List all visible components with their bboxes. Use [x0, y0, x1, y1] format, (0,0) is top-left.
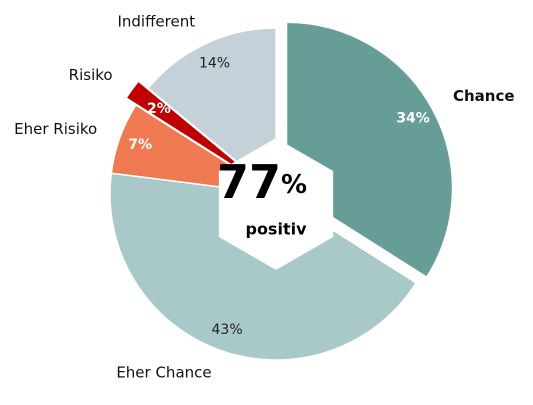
value-label: 14% [199, 55, 230, 71]
value-label: 2% [147, 101, 171, 117]
slice [109, 172, 418, 361]
category-label: Eher Risiko [14, 120, 97, 138]
center-value-group: 77% [217, 155, 307, 209]
value-label: 7% [128, 137, 152, 153]
slice [147, 27, 277, 196]
value-label: 43% [212, 322, 243, 338]
center-value: 77 [217, 155, 281, 209]
category-label: Chance [453, 87, 515, 105]
category-label: Risiko [69, 66, 113, 84]
center-label: positiv [245, 220, 307, 239]
slice [125, 80, 267, 188]
category-label: Eher Chance [116, 363, 211, 381]
center-unit: % [281, 170, 307, 200]
value-label: 34% [396, 111, 430, 127]
center-hexagon [218, 138, 334, 270]
category-label: Indifferent [117, 13, 195, 31]
